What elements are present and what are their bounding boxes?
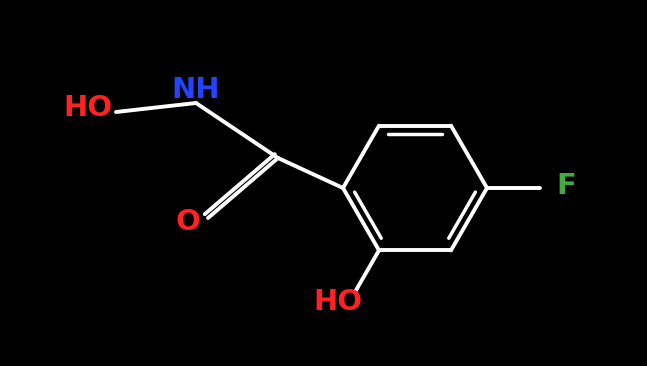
Text: F: F <box>556 172 576 200</box>
Text: HO: HO <box>63 94 113 122</box>
Text: NH: NH <box>171 76 220 104</box>
Text: O: O <box>175 208 201 236</box>
Text: HO: HO <box>313 288 362 316</box>
